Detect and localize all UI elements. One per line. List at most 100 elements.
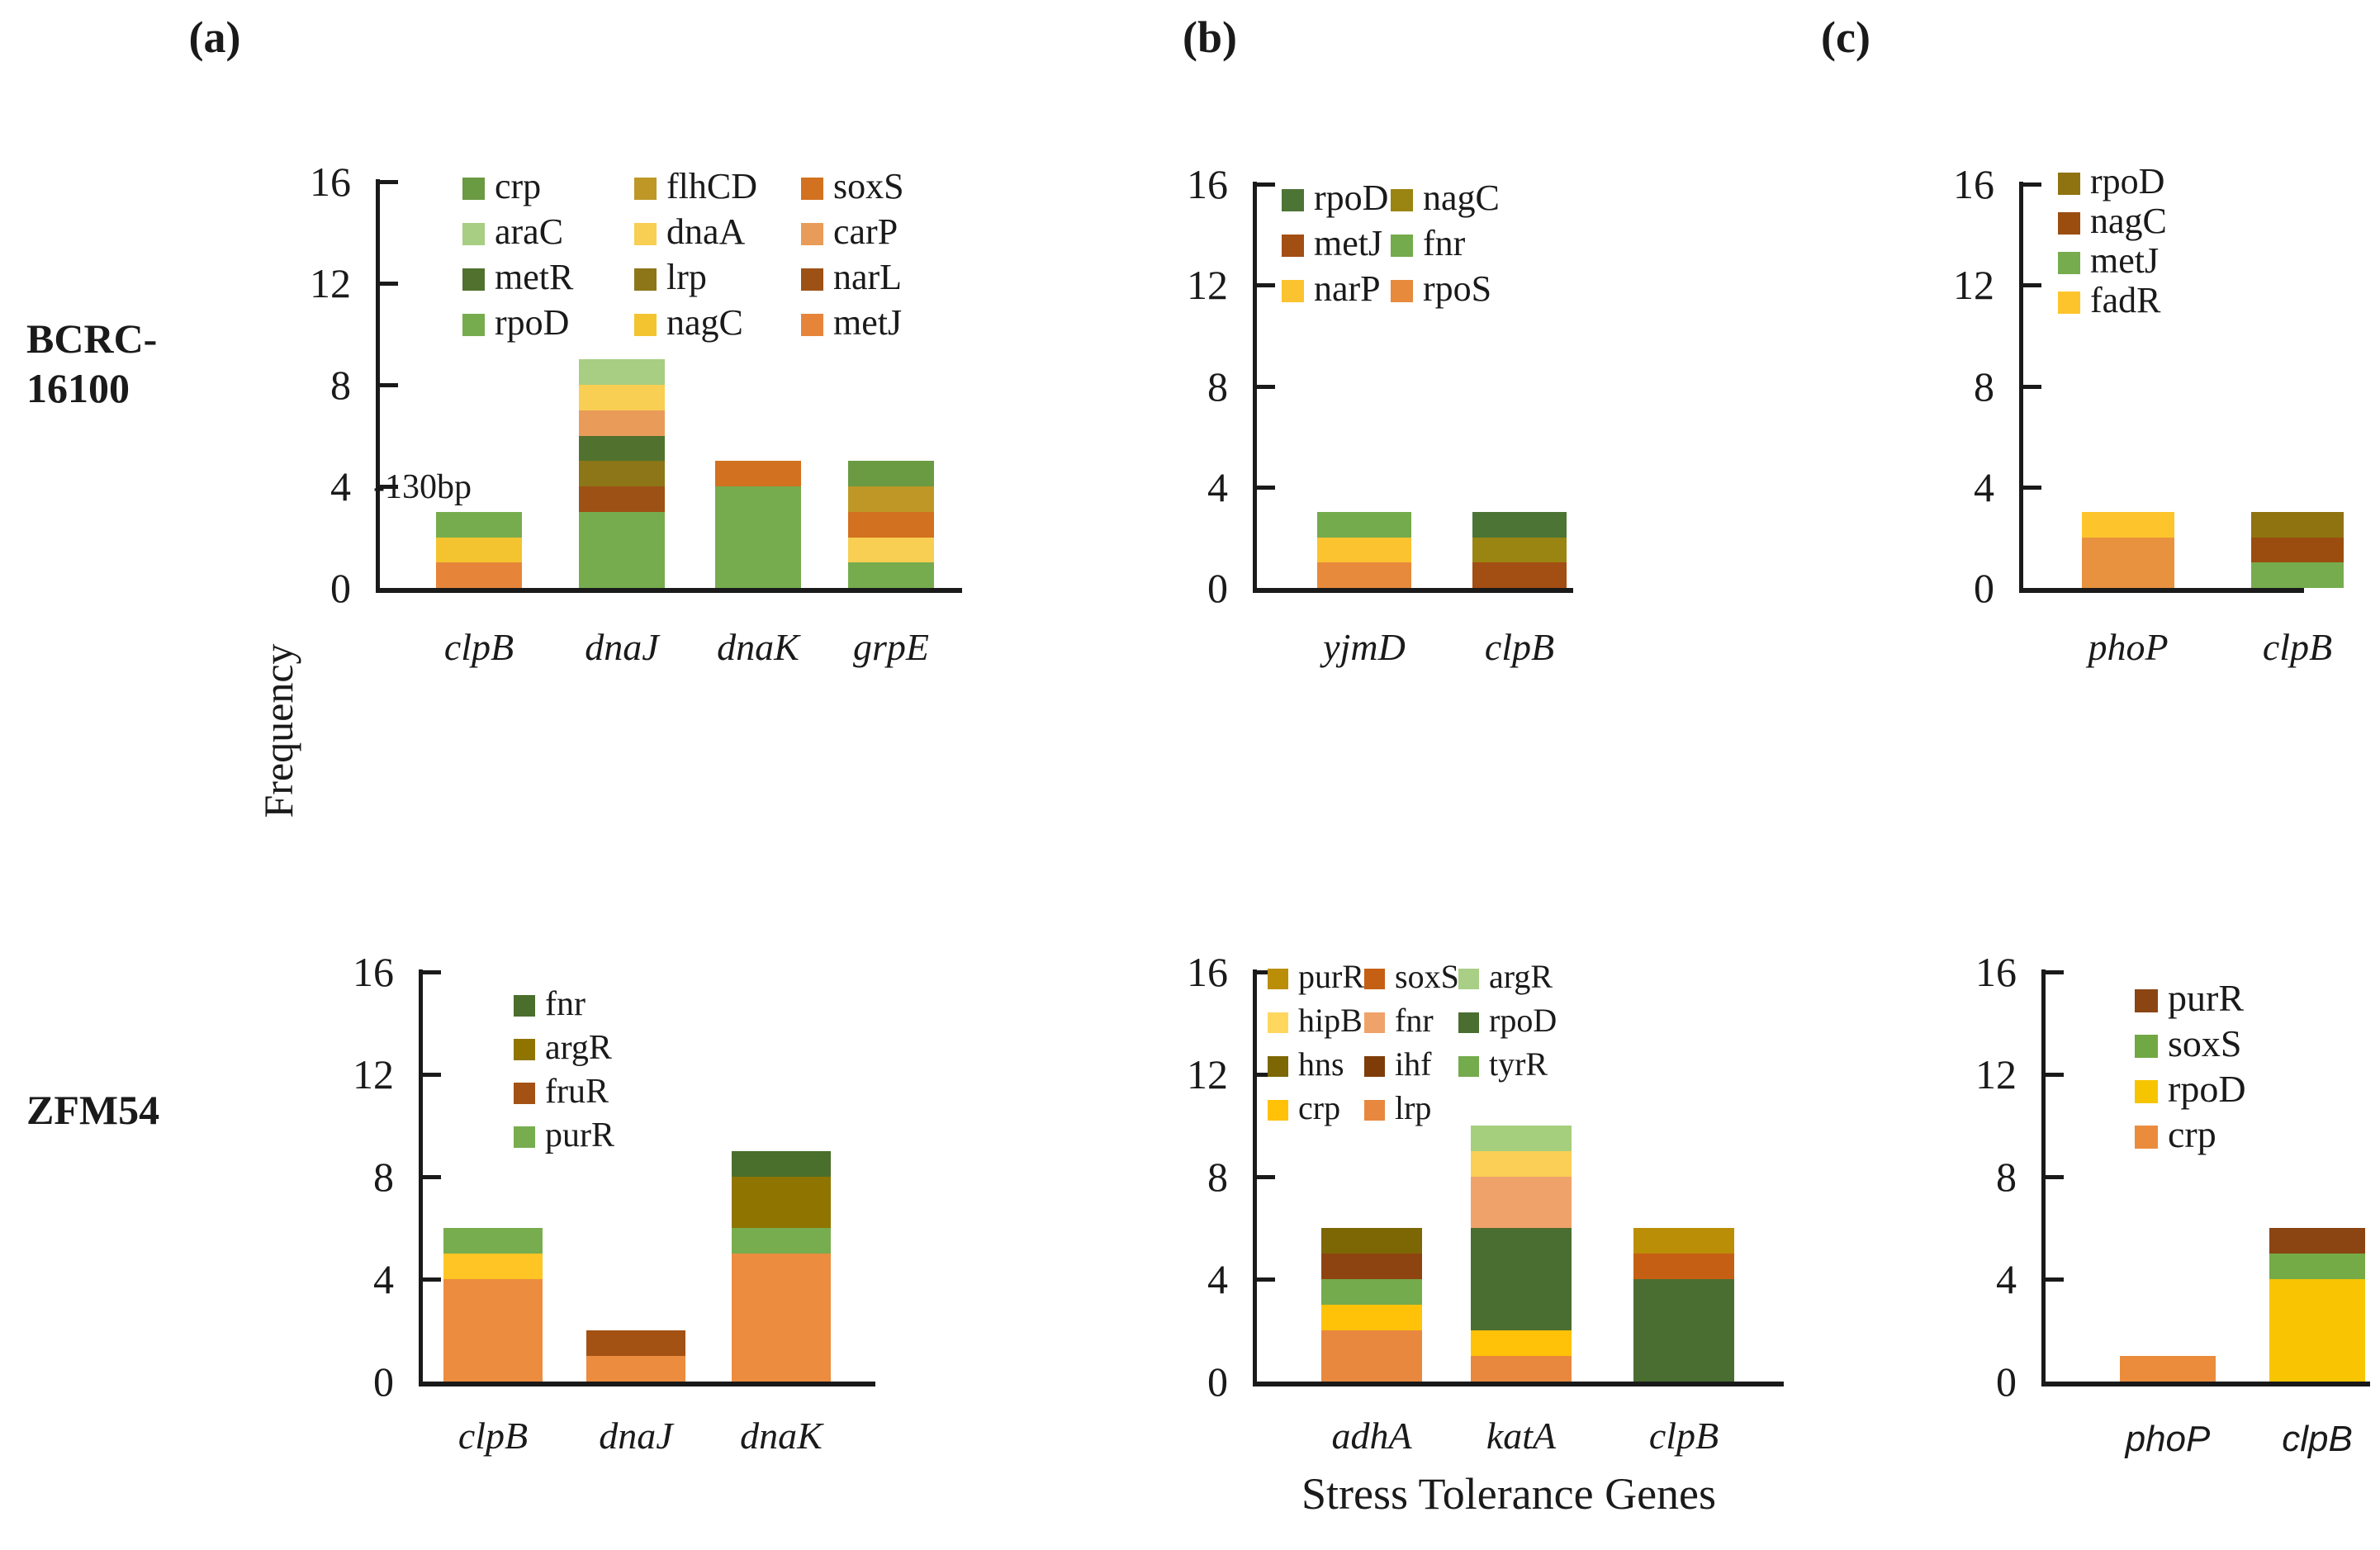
bar-phoP-segment-unlabeled	[2082, 537, 2174, 588]
legend-label-argR: argR	[1489, 958, 1553, 996]
legend-chip-soxS	[1364, 968, 1385, 989]
y-tick-8	[2046, 1175, 2064, 1179]
legend-chip-soxS	[2135, 1035, 2158, 1058]
y-tick-12	[1257, 1073, 1275, 1077]
y-axis-line	[2019, 182, 2023, 590]
bar-clpB-segment-nagC	[436, 537, 522, 563]
y-axis-line	[1253, 182, 1257, 590]
bar-clpB-segment-metJ	[1472, 562, 1567, 588]
bar-phoP-segment-fadR	[2082, 512, 2174, 538]
bar-clpB-segment-purR	[443, 1228, 543, 1254]
y-tick-8	[1257, 384, 1275, 389]
legend-label-crp: crp	[2168, 1113, 2216, 1156]
bar-clpB-segment-rpoD	[1633, 1279, 1734, 1382]
legend-label-narP: narP	[1314, 268, 1381, 309]
legend-label-lrp: lrp	[1395, 1089, 1432, 1127]
legend-chip-purR	[1268, 968, 1288, 989]
y-tick-16	[1257, 970, 1275, 974]
y-tick-4	[423, 1277, 441, 1282]
y-tick-4	[380, 485, 398, 489]
bar-dnaJ-segment-lrp	[579, 461, 665, 486]
legend-label-purR: purR	[1298, 958, 1364, 996]
legend-chip-fruR	[514, 1083, 535, 1104]
bar-dnaJ-segment-dnaA	[579, 385, 665, 410]
legend-label-rpoD: rpoD	[2090, 160, 2165, 201]
x-axis-label: Stress Tolerance Genes	[1301, 1469, 1717, 1519]
legend-chip-hns	[1268, 1055, 1288, 1077]
y-tick-label-4: 4	[1996, 1256, 2017, 1302]
y-tick-label-16: 16	[1953, 161, 1994, 207]
bar-katA-segment-rpoD	[1471, 1228, 1572, 1330]
category-label-phoP: phoP	[2125, 1419, 2211, 1459]
bar-dnaK-segment-argR	[732, 1177, 831, 1228]
bar-dnaJ-segment-fruR	[586, 1330, 685, 1356]
y-tick-label-0: 0	[1996, 1358, 2017, 1405]
bar-katA-segment-crp	[1471, 1330, 1572, 1356]
legend-chip-flhCD	[634, 177, 657, 200]
category-label-yjmD: yjmD	[1323, 626, 1406, 668]
legend-label-metJ: metJ	[1314, 222, 1383, 263]
bar-clpB-segment-purR	[2269, 1228, 2365, 1254]
legend-chip-purR	[514, 1126, 535, 1148]
bar-clpB-segment-metJ	[2251, 562, 2344, 588]
bar-katA-segment-hipB	[1471, 1151, 1572, 1177]
legend-chip-carP	[801, 222, 823, 245]
legend-chip-tyrR	[1458, 1055, 1479, 1077]
row-label-bcrc-16100: BCRC- 16100	[26, 314, 157, 413]
bar-dnaK-segment-fnr	[732, 1151, 831, 1177]
x-axis-line	[1253, 1382, 1784, 1386]
legend-label-fnr: fnr	[1395, 1002, 1434, 1040]
y-tick-label-12: 12	[1187, 1051, 1228, 1097]
legend-label-lrp: lrp	[666, 256, 707, 297]
y-tick-label-16: 16	[1187, 949, 1228, 995]
y-tick-label-4: 4	[1974, 463, 1994, 510]
y-axis-line	[376, 179, 380, 590]
legend-label-narL: narL	[833, 256, 903, 297]
legend-label-purR: purR	[545, 1116, 614, 1154]
legend-chip-hipB	[1268, 1012, 1288, 1033]
bar-clpB-segment-rpoD	[1472, 512, 1567, 538]
legend-label-dnaA: dnaA	[666, 211, 746, 252]
legend-chip-rpoD	[2058, 172, 2080, 195]
legend-label-rpoD: rpoD	[1314, 177, 1389, 218]
y-tick-4	[1257, 485, 1275, 490]
row-label-line: ZFM54	[26, 1087, 160, 1133]
y-axis-line	[1253, 969, 1257, 1384]
bar-grpE-segment-crp	[848, 461, 934, 486]
legend-chip-nagC	[2058, 211, 2080, 235]
y-tick-16	[423, 970, 441, 974]
y-axis-line	[419, 969, 423, 1384]
y-tick-12	[2046, 1073, 2064, 1077]
legend-label-carP: carP	[833, 211, 898, 252]
category-label-grpE: grpE	[853, 626, 929, 668]
bar-dnaJ-segment-rpoD	[579, 511, 665, 588]
legend-label-purR: purR	[2168, 977, 2244, 1020]
y-tick-label-0: 0	[1207, 1358, 1228, 1405]
y-tick-label-4: 4	[330, 463, 351, 510]
bar-clpB-segment-rpoD	[436, 511, 522, 538]
legend-chip-metJ	[2058, 251, 2080, 274]
bar-clpB-segment-nagC	[1472, 537, 1567, 563]
y-tick-16	[2046, 970, 2064, 974]
legend-chip-crp	[2135, 1126, 2158, 1149]
category-label-dnaJ: dnaJ	[585, 626, 659, 668]
bar-katA-segment-argR	[1471, 1126, 1572, 1151]
bar-clpB-segment-unlabeled	[443, 1254, 543, 1279]
legend-chip-crp	[1268, 1099, 1288, 1121]
bar-clpB-segment-rpoD	[2251, 512, 2344, 538]
legend-label-metJ: metJ	[2090, 239, 2160, 281]
bar-grpE-segment-rpoD	[848, 562, 934, 588]
x-axis-line	[376, 588, 962, 593]
category-label-clpB: clpB	[443, 626, 514, 668]
legend-label-nagC: nagC	[666, 301, 743, 343]
y-tick-label-0: 0	[1207, 565, 1228, 611]
y-tick-label-12: 12	[1975, 1051, 2017, 1097]
legend-label-fruR: fruR	[545, 1072, 609, 1111]
legend-chip-ihf	[1364, 1055, 1385, 1077]
x-axis-line	[2041, 1382, 2370, 1386]
y-tick-label-12: 12	[310, 260, 351, 306]
legend-chip-dnaA	[634, 222, 657, 245]
